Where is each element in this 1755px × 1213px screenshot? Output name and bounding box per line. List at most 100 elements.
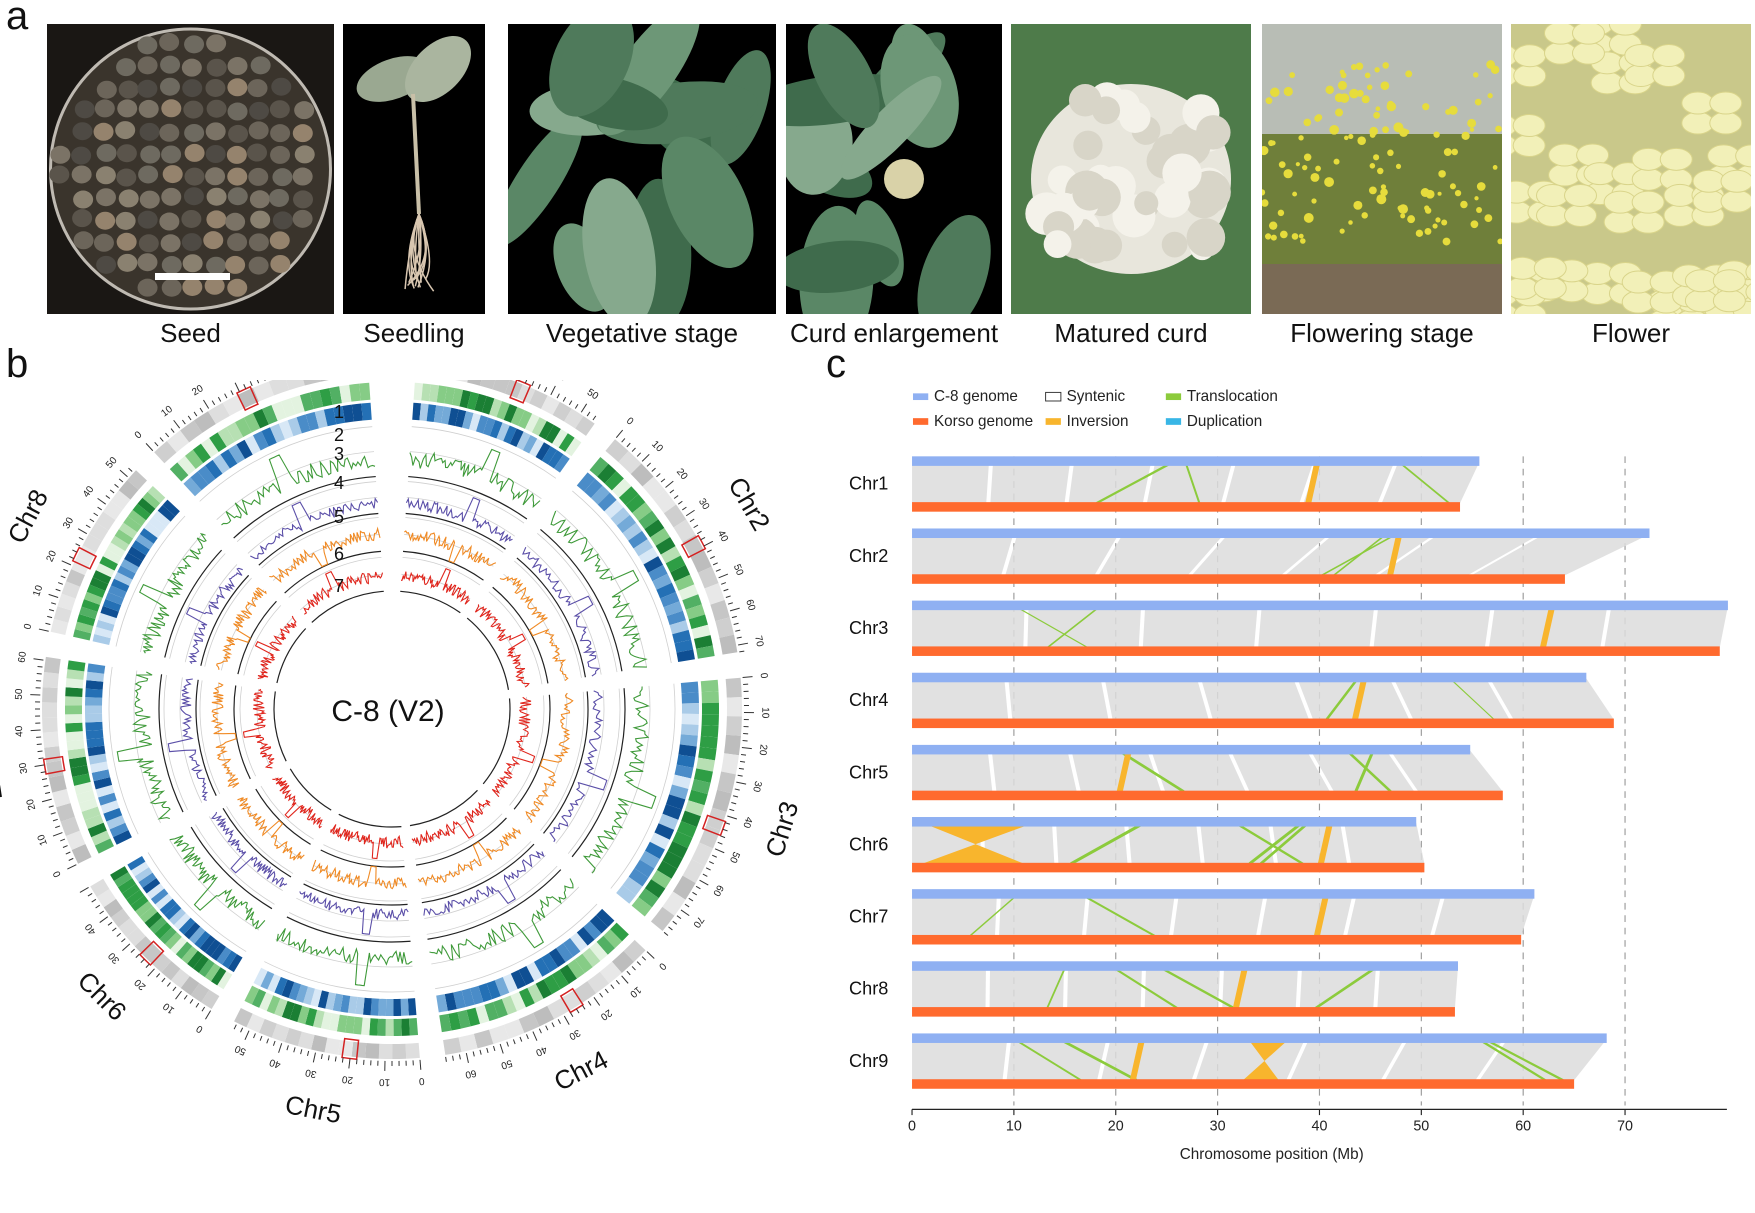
syntenic-ribbon	[1071, 750, 1162, 792]
row-label: Chr4	[849, 690, 888, 710]
tick-label: 0	[656, 960, 668, 972]
syntenic-ribbon	[1344, 822, 1425, 864]
translocation	[1314, 965, 1378, 1010]
tick-label: 40	[534, 1043, 549, 1058]
track-number: 4	[334, 473, 344, 493]
legend-label: C-8 genome	[934, 388, 1018, 405]
syntenic-ribbon	[1098, 534, 1225, 576]
circos-chr7: 0 10 20 30 40 50 60 Chr7	[0, 650, 287, 879]
syntenic-ribbon	[1381, 462, 1480, 504]
bar-c8	[912, 528, 1650, 539]
translocation	[1096, 461, 1174, 505]
syntenic-ribbon	[991, 750, 1077, 792]
track-line	[549, 690, 608, 843]
inversion	[1116, 750, 1132, 792]
inversion	[1539, 606, 1556, 648]
photo-seed	[47, 24, 334, 314]
tick-label: 20	[341, 1073, 354, 1085]
syntenic-ribbon	[1604, 606, 1728, 648]
track-line	[221, 454, 376, 526]
translocation	[1325, 677, 1359, 721]
syntenic-ribbon	[912, 606, 1025, 648]
tick-label: 60	[743, 598, 757, 612]
bar-korso	[912, 574, 1565, 584]
tick-label: 30	[750, 780, 763, 794]
translocation	[1081, 894, 1156, 937]
legend-item: Korso genome	[912, 413, 1033, 430]
legend-label: Syntenic	[1067, 388, 1126, 405]
tick-label: 10	[31, 583, 45, 597]
translocation	[1046, 966, 1067, 1009]
centromere-box	[341, 1037, 360, 1061]
syntenic-ribbon	[912, 967, 986, 1009]
row-label: Chr3	[849, 618, 888, 638]
track-line	[404, 530, 497, 566]
bar-c8	[912, 889, 1535, 899]
row-chr9: Chr9	[849, 1033, 1607, 1089]
syntenic-ribbon	[1151, 750, 1246, 792]
bar-c8	[912, 600, 1728, 611]
row-chr3: Chr3	[849, 600, 1728, 656]
tick-label: 40	[81, 484, 97, 500]
chromosome-label: Chr3	[759, 798, 804, 861]
tick-label: 50	[731, 563, 746, 578]
track-line	[138, 532, 207, 654]
track-line	[491, 696, 536, 798]
syntenic-ribbon	[1373, 606, 1491, 648]
tick-label: 10	[649, 439, 665, 455]
row-chr8: Chr8	[849, 961, 1458, 1017]
tick-label: 60	[464, 1067, 478, 1080]
translocation	[1158, 965, 1235, 1010]
caption-flowering: Flowering stage	[1290, 318, 1474, 348]
x-tick-label: 40	[1312, 1118, 1328, 1134]
syntenic-ribbon	[1377, 967, 1458, 1009]
syntenic-ribbon	[1068, 462, 1152, 504]
x-axis-label: Chromosome position (Mb)	[1180, 1146, 1364, 1163]
syntenic-ribbon	[1490, 678, 1614, 720]
legend-swatch	[912, 393, 929, 401]
x-tick-label: 10	[1006, 1118, 1022, 1134]
tick-label: 20	[756, 744, 768, 757]
centromere-box	[42, 755, 66, 775]
row-chr2: Chr2	[849, 528, 1650, 584]
bar-korso	[912, 646, 1720, 656]
track-line	[411, 799, 491, 847]
legend-swatch	[1165, 393, 1182, 401]
panel-letter-c: c	[826, 342, 846, 386]
tick-label: 50	[499, 1057, 513, 1071]
centromere-box	[71, 546, 98, 570]
row-label: Chr9	[849, 1051, 888, 1071]
bar-korso	[912, 790, 1503, 801]
photo-curd-enlargement	[786, 24, 1002, 314]
chromosome-label: Chr6	[72, 965, 133, 1026]
track-number: 6	[334, 544, 344, 564]
bar-korso	[912, 1007, 1455, 1017]
photo-vegetative	[508, 24, 776, 314]
syntenic-ribbon	[1230, 750, 1330, 792]
syntenic-ribbon	[1200, 822, 1274, 864]
tick-label: 20	[190, 383, 206, 398]
track-line	[237, 797, 305, 861]
synteny-chart: C-8 genome Korso genome Syntenic Inversion T…	[849, 388, 1728, 1163]
track-line	[210, 811, 288, 888]
legend-item: Duplication	[1165, 413, 1262, 430]
track-number: 5	[334, 507, 344, 527]
legend-swatch	[1045, 418, 1061, 425]
track-line	[417, 827, 522, 887]
tick-label: 10	[627, 984, 643, 1000]
syntenic-ribbon	[912, 462, 990, 504]
row-label: Chr5	[849, 762, 888, 782]
bar-c8	[912, 961, 1458, 971]
syntenic-ribbon	[990, 462, 1071, 504]
track-line	[405, 497, 513, 543]
tick-label: 50	[233, 1042, 248, 1057]
row-label: Chr8	[849, 979, 888, 999]
translocation	[1013, 1038, 1082, 1081]
syntenic-ribbon	[1303, 462, 1395, 504]
track-line	[210, 682, 240, 789]
row-label: Chr7	[849, 907, 888, 927]
translocation	[1354, 750, 1375, 793]
translocation	[1449, 678, 1495, 720]
row-chr1: Chr1	[849, 456, 1480, 512]
x-tick-label: 20	[1108, 1118, 1124, 1134]
